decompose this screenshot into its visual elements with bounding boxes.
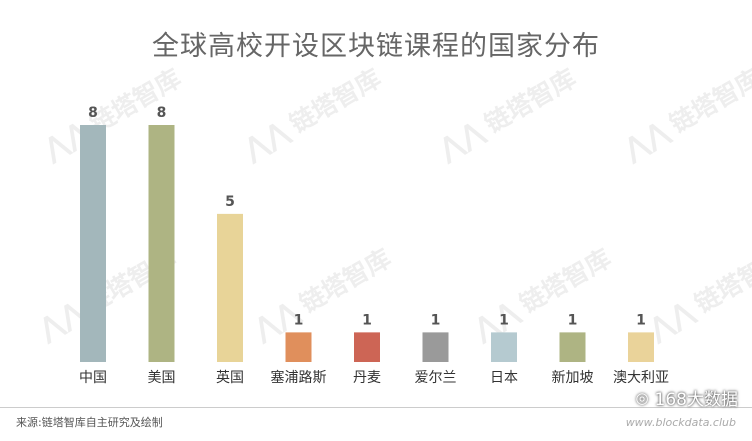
bar-value-label: 1 [362,312,372,328]
bar [80,125,106,362]
bar-value-label: 8 [88,105,98,121]
bar [628,332,654,362]
bar-value-label: 1 [636,312,646,328]
chart-title: 全球高校开设区块链课程的国家分布 [152,31,600,62]
bar-value-label: 1 [431,312,441,328]
bar [354,332,380,362]
category-label: 美国 [148,370,176,386]
bar [217,213,243,362]
category-label: 中国 [79,370,107,386]
bar-value-label: 1 [499,312,509,328]
category-label: 塞浦路斯 [271,369,327,386]
bar [148,125,175,362]
bar-value-label: 1 [294,312,304,328]
bar-value-label: 8 [157,105,167,121]
bar [285,332,312,362]
source-note: 来源:链塔智库自主研究及绘制 [16,416,163,429]
bar-value-label: 5 [225,194,235,210]
bar [422,332,449,362]
category-label: 新加坡 [552,370,594,386]
badge-url: www.blockdata.club [625,416,736,429]
category-label: 丹麦 [353,370,381,386]
account-badge: ◎ 168大数据 [635,385,738,411]
category-label: 澳大利亚 [613,370,669,386]
category-label: 爱尔兰 [415,370,457,386]
bar [559,332,586,362]
category-label: 日本 [490,370,518,386]
category-label: 英国 [216,369,244,386]
footer-divider [0,407,752,408]
wechat-bubble-icon: ◎ [635,388,649,407]
badge-text: 168大数据 [654,390,738,410]
bar [491,332,517,362]
bar-value-label: 1 [568,312,578,328]
